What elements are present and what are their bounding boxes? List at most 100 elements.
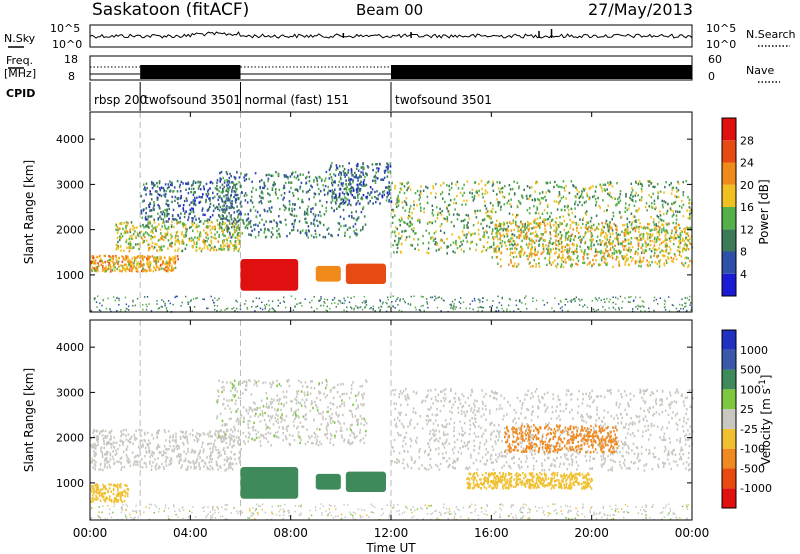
scatter-cell: [352, 186, 354, 190]
ground-scatter-cell: [602, 306, 604, 308]
scatter-cell: [124, 263, 127, 266]
scatter-cell: [177, 235, 179, 238]
scatter-cell: [96, 255, 99, 259]
scatter-cell: [115, 261, 118, 264]
scatter-cell: [238, 209, 240, 212]
scatter-cell: [199, 456, 201, 459]
scatter-cell: [345, 188, 348, 191]
scatter-cell: [631, 246, 634, 249]
scatter-cell: [626, 225, 629, 229]
ground-scatter-cell: [688, 299, 690, 301]
scatter-cell: [235, 223, 237, 226]
scatter-cell: [260, 200, 262, 203]
ground-scatter-cell: [339, 301, 342, 304]
scatter-cell: [233, 225, 236, 229]
scatter-cell: [170, 237, 172, 240]
scatter-cell: [143, 255, 146, 259]
scatter-cell: [343, 422, 345, 425]
scatter-cell: [210, 442, 212, 445]
scatter-cell: [513, 228, 515, 231]
scatter-cell: [357, 176, 359, 180]
scatter-cell: [638, 225, 640, 229]
scatter-cell: [610, 182, 612, 185]
scatter-cell: [91, 459, 94, 462]
scatter-cell: [589, 187, 591, 190]
scatter-cell: [310, 184, 312, 187]
scatter-cell: [163, 267, 166, 270]
scatter-cell: [677, 210, 679, 213]
scatter-cell: [231, 222, 233, 225]
scatter-cell: [141, 216, 144, 219]
scatter-cell: [110, 437, 112, 441]
scatter-cell: [92, 259, 95, 263]
scatter-cell: [134, 436, 136, 439]
scatter-cell: [169, 459, 171, 463]
scatter-cell: [158, 187, 161, 190]
ground-scatter-cell: [584, 304, 586, 306]
scatter-cell: [221, 199, 223, 202]
ground-scatter-cell: [633, 299, 635, 302]
scatter-cell: [120, 264, 122, 267]
ground-scatter-cell: [414, 306, 417, 309]
scatter-cell: [299, 421, 302, 424]
scatter-cell: [151, 450, 154, 454]
scatter-cell: [234, 186, 237, 189]
scatter-cell: [336, 199, 338, 202]
scatter-cell: [169, 441, 171, 444]
scatter-cell: [533, 205, 535, 208]
scatter-cell: [91, 266, 94, 269]
scatter-cell: [330, 165, 332, 169]
scatter-cell: [400, 216, 403, 219]
scatter-cell: [490, 221, 492, 224]
scatter-cell: [344, 187, 347, 190]
scatter-cell: [418, 193, 421, 197]
scatter-cell: [447, 210, 449, 213]
scatter-cell: [598, 250, 600, 254]
scatter-cell: [614, 244, 616, 248]
scatter-cell: [207, 188, 210, 192]
scatter-cell: [219, 451, 221, 454]
scatter-cell: [555, 217, 558, 220]
scatter-cell: [462, 233, 465, 236]
scatter-cell: [413, 200, 415, 203]
scatter-cell: [540, 222, 542, 226]
ground-scatter-cell: [663, 303, 666, 305]
scatter-cell: [125, 263, 128, 266]
scatter-cell: [457, 187, 460, 190]
scatter-cell: [551, 242, 554, 246]
scatter-cell: [189, 208, 192, 212]
scatter-cell: [239, 231, 241, 234]
scatter-cell: [115, 258, 118, 261]
scatter-cell: [94, 261, 96, 265]
scatter-cell: [300, 181, 303, 185]
scatter-cell: [653, 244, 656, 247]
velocity-panel: [90, 320, 694, 521]
scatter-cell: [531, 246, 533, 249]
scatter-cell: [339, 422, 341, 425]
scatter-cell: [157, 457, 159, 460]
scatter-cell: [623, 255, 625, 258]
scatter-cell: [659, 226, 661, 229]
scatter-cell: [212, 209, 215, 213]
scatter-cell: [461, 194, 464, 197]
scatter-cell: [594, 198, 597, 201]
scatter-cell: [92, 431, 94, 434]
ground-scatter-cell: [216, 309, 218, 312]
scatter-cell: [491, 231, 494, 234]
scatter-cell: [313, 178, 315, 182]
scatter-cell: [606, 249, 609, 253]
scatter-cell: [136, 268, 138, 271]
scatter-cell: [313, 180, 315, 183]
ground-scatter-cell: [628, 301, 630, 303]
scatter-cell: [149, 247, 151, 250]
ground-scatter-cell: [255, 297, 258, 299]
scatter-cell: [125, 221, 128, 224]
scatter-cell: [189, 212, 191, 215]
scatter-cell: [550, 250, 552, 254]
ground-scatter-cell: [532, 300, 534, 302]
scatter-cell: [163, 450, 165, 453]
ground-scatter-cell: [578, 304, 581, 306]
scatter-cell: [678, 240, 680, 243]
ground-scatter-cell: [351, 307, 353, 310]
